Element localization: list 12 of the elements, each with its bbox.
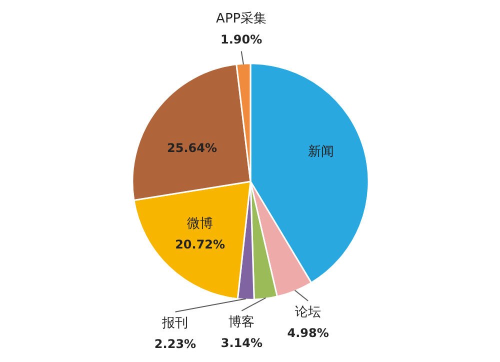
- data-label: 25.64%: [167, 140, 218, 155]
- data-label: 3.14%: [220, 336, 262, 350]
- slice-label: 报刊: [161, 316, 188, 332]
- data-label: 20.72%: [175, 237, 226, 252]
- slice-label: APP采集: [216, 11, 267, 26]
- data-label: 1.90%: [220, 32, 262, 47]
- data-label: 2.23%: [154, 337, 196, 352]
- slice-label: 博客: [228, 314, 255, 330]
- slice-label: 微博: [187, 216, 214, 232]
- slice-label: 论坛: [295, 305, 322, 320]
- slice-label: 新闻: [308, 144, 334, 160]
- data-label: 4.98%: [287, 326, 329, 340]
